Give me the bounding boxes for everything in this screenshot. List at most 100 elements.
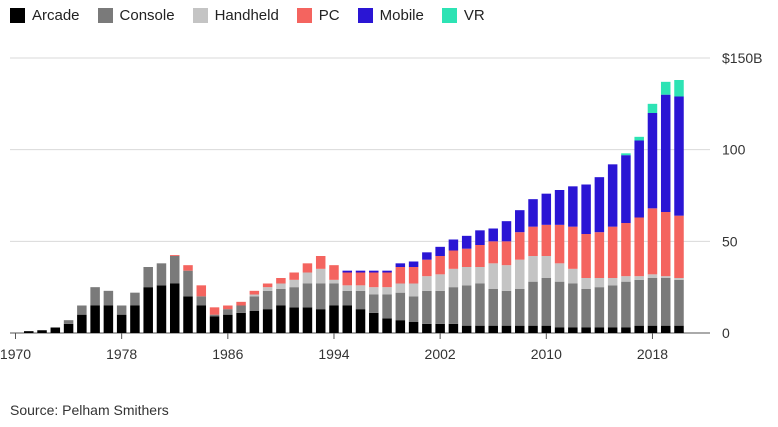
bar-pc-2013 — [581, 234, 591, 278]
bar-pc-1998 — [382, 272, 392, 288]
bar-console-1981 — [156, 263, 167, 286]
bar-console-1975 — [77, 305, 87, 315]
bar-mobile-2008 — [515, 210, 525, 233]
bar-handheld-2001 — [422, 276, 432, 291]
bar-mobile-2020 — [674, 96, 684, 216]
bar-vr-2017 — [634, 136, 644, 141]
bar-handheld-2020 — [674, 278, 684, 280]
bar-arcade-2004 — [461, 325, 472, 333]
bar-console-2017 — [634, 279, 644, 326]
bar-arcade-2018 — [647, 325, 658, 333]
bar-arcade-1990 — [276, 305, 286, 333]
bar-arcade-2011 — [554, 327, 565, 333]
bar-pc-1985 — [209, 307, 220, 315]
bar-vr-2018 — [647, 103, 658, 113]
bar-console-2011 — [554, 281, 565, 328]
bar-arcade-1985 — [209, 316, 220, 333]
bar-arcade-1992 — [302, 307, 313, 333]
bar-handheld-2005 — [475, 267, 485, 284]
bar-pc-1986 — [223, 305, 233, 310]
bar-console-2018 — [647, 278, 658, 326]
legend-label: VR — [463, 7, 485, 24]
bar-pc-1990 — [276, 278, 286, 284]
bar-arcade-1999 — [395, 320, 406, 333]
bar-arcade-1972 — [37, 330, 47, 333]
bar-pc-2014 — [594, 232, 605, 278]
bar-console-1980 — [143, 267, 153, 288]
bar-handheld-2007 — [501, 265, 512, 291]
bar-arcade-1998 — [382, 318, 392, 333]
bar-mobile-2017 — [634, 140, 644, 218]
stacked-bar-chart: 0 50 100 $150B 1970 1978 1986 1994 2002 2010 2018 — [0, 50, 762, 362]
bar-console-1999 — [395, 292, 406, 321]
bar-arcade-2019 — [660, 325, 671, 333]
bar-pc-1988 — [249, 290, 260, 295]
bar-handheld-1991 — [289, 279, 299, 288]
source-note: Source: Pelham Smithers — [10, 402, 169, 418]
bar-mobile-1997 — [369, 270, 379, 273]
bar-arcade-2013 — [581, 327, 591, 333]
bar-arcade-2012 — [568, 327, 578, 333]
bar-pc-1984 — [196, 285, 207, 297]
bar-handheld-2015 — [607, 278, 618, 286]
bar-console-1991 — [289, 287, 299, 308]
bar-mobile-2003 — [448, 239, 459, 251]
bar-pc-1999 — [395, 267, 406, 284]
bar-arcade-1993 — [315, 309, 326, 333]
bar-arcade-2007 — [501, 325, 512, 333]
bar-mobile-2011 — [554, 190, 565, 225]
legend-label: PC — [318, 7, 340, 24]
bar-pc-2008 — [515, 232, 525, 260]
bar-console-1998 — [382, 294, 392, 319]
bar-console-1995 — [342, 290, 352, 306]
bar-arcade-1975 — [77, 314, 87, 333]
bar-console-1977 — [103, 290, 114, 306]
bar-mobile-2013 — [581, 184, 591, 234]
legend-item-mobile: Mobile — [357, 7, 424, 24]
x-tick-label: 2018 — [637, 346, 668, 362]
bar-arcade-1987 — [236, 312, 246, 333]
bar-console-2016 — [621, 281, 631, 328]
bar-arcade-1974 — [63, 323, 74, 333]
bar-console-1988 — [249, 296, 260, 311]
bar-handheld-2003 — [448, 268, 459, 288]
bar-handheld-2016 — [621, 276, 631, 282]
bar-pc-2009 — [528, 226, 538, 256]
bar-handheld-2010 — [541, 256, 552, 278]
bar-arcade-2000 — [408, 322, 419, 333]
legend-swatch-console — [97, 8, 113, 23]
bar-pc-2007 — [501, 241, 512, 266]
legend-item-vr: VR — [441, 7, 485, 24]
bar-console-1979 — [130, 292, 140, 306]
bar-mobile-2014 — [594, 177, 605, 233]
x-tick-label: 1970 — [0, 346, 31, 362]
bar-console-1976 — [90, 287, 100, 306]
bar-pc-1987 — [236, 301, 246, 306]
bar-pc-2000 — [408, 267, 419, 284]
bar-console-2002 — [435, 290, 445, 324]
y-tick-label: $150B — [722, 50, 762, 66]
legend-item-arcade: Arcade — [10, 7, 80, 24]
bar-console-1997 — [369, 294, 379, 313]
bar-vr-2020 — [674, 80, 684, 97]
bar-mobile-2006 — [488, 228, 498, 242]
bar-arcade-1983 — [183, 296, 193, 333]
bar-console-2004 — [461, 285, 472, 326]
bar-console-1987 — [236, 305, 246, 313]
bar-console-1986 — [223, 309, 233, 315]
bar-arcade-2008 — [515, 325, 525, 333]
bar-handheld-1993 — [315, 268, 326, 284]
bar-arcade-1997 — [369, 312, 379, 333]
bar-console-2009 — [528, 281, 538, 326]
bar-mobile-2002 — [435, 246, 445, 256]
bar-arcade-2006 — [488, 325, 498, 333]
bar-console-2003 — [448, 287, 459, 324]
bar-arcade-1984 — [196, 305, 207, 333]
bar-pc-1982 — [169, 255, 180, 256]
bar-arcade-1981 — [156, 285, 167, 333]
bar-handheld-1995 — [342, 285, 352, 291]
bar-handheld-2019 — [660, 276, 671, 278]
bar-arcade-1971 — [24, 331, 34, 333]
bar-arcade-1996 — [355, 309, 366, 333]
bar-pc-2006 — [488, 241, 498, 264]
